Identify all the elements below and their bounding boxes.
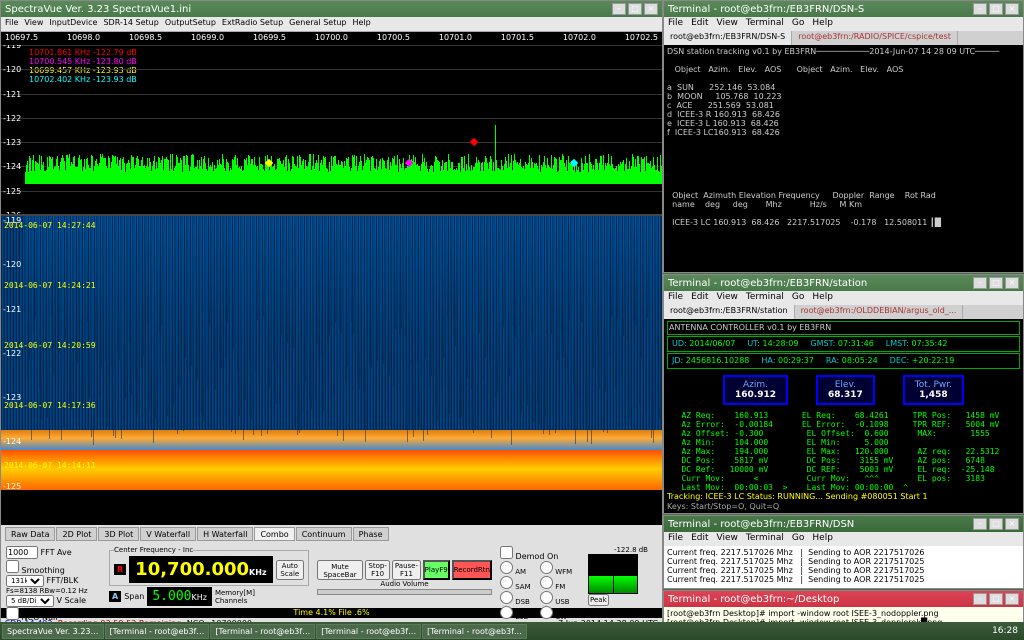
close-button[interactable]: × bbox=[1005, 518, 1019, 530]
view-tabs: Raw Data2D Plot3D PlotV WaterfallH Water… bbox=[1, 525, 662, 543]
taskbar-clock: 16:28 bbox=[988, 626, 1022, 636]
term2-titlebar[interactable]: Terminal - root@eb3frn:/EB3FRN/station–□… bbox=[664, 275, 1023, 291]
record-button[interactable]: RecordRtn bbox=[452, 560, 492, 580]
tab-continuum[interactable]: Continuum bbox=[296, 527, 352, 541]
close-button[interactable]: × bbox=[1005, 593, 1019, 605]
demod-checkbox[interactable] bbox=[500, 546, 513, 559]
maximize-button[interactable]: □ bbox=[989, 277, 1003, 289]
taskbar-button[interactable]: [Terminal - root@eb3f… bbox=[316, 624, 421, 639]
maximize-button[interactable]: □ bbox=[989, 518, 1003, 530]
smoothing-checkbox[interactable] bbox=[6, 560, 19, 573]
spectravue-menubar: File View InputDevice SDR-14 Setup OutputSet… bbox=[1, 17, 662, 32]
maximize-button[interactable]: □ bbox=[989, 593, 1003, 605]
term1-content[interactable]: DSN station tracking v0.1 by EB3FRN─────… bbox=[664, 45, 1023, 270]
vscale-select[interactable]: 5 dB/Div bbox=[6, 595, 54, 607]
tab-combo[interactable]: Combo bbox=[254, 527, 294, 541]
close-button[interactable]: × bbox=[1005, 3, 1019, 15]
minimize-button[interactable]: – bbox=[612, 3, 626, 15]
control-panel: FFT Ave Smoothing 131k FFT/BLK Fs=8138 R… bbox=[1, 543, 662, 608]
term4-titlebar[interactable]: Terminal - root@eb3frn:~/Desktop–□× bbox=[664, 591, 1023, 607]
antenna-terminal: Terminal - root@eb3frn:/EB3FRN/station–□… bbox=[663, 274, 1024, 514]
term1-menubar: FileEditViewTerminalGoHelp bbox=[664, 17, 1023, 31]
nco-null-checkbox[interactable] bbox=[6, 607, 19, 620]
tab-raw-data[interactable]: Raw Data bbox=[5, 527, 55, 541]
term2-tabs: root@eb3frn:/EB3FRN/stationroot@eb3frn:/… bbox=[664, 305, 1023, 319]
peak-button[interactable]: Peak bbox=[588, 594, 609, 606]
autoscale-button[interactable]: Auto Scale bbox=[276, 560, 304, 580]
menu-inputdevice[interactable]: InputDevice bbox=[49, 18, 97, 30]
menu-help[interactable]: Help bbox=[353, 18, 371, 30]
tab-h-waterfall[interactable]: H Waterfall bbox=[197, 527, 253, 541]
term1-titlebar[interactable]: Terminal - root@eb3frn:/EB3FRN/DSN-S–□× bbox=[664, 1, 1023, 17]
minimize-button[interactable]: – bbox=[973, 593, 987, 605]
menu-view[interactable]: View bbox=[24, 18, 43, 30]
dsn-tracking-terminal: Terminal - root@eb3frn:/EB3FRN/DSN-S–□× … bbox=[663, 0, 1024, 273]
frequency-axis: 10697.510698.010698.510699.010699.510700… bbox=[1, 32, 662, 45]
term2-menubar: FileEditViewTerminalGoHelp bbox=[664, 291, 1023, 305]
taskbar-button[interactable]: [Terminal - root@eb3f… bbox=[210, 624, 315, 639]
taskbar-button[interactable]: [Terminal - root@eb3f… bbox=[105, 624, 210, 639]
term3-content[interactable]: Current freq. 2217.517026 Mhz | Sending … bbox=[664, 546, 1023, 586]
volume-slider[interactable] bbox=[317, 589, 492, 595]
tab-phase[interactable]: Phase bbox=[353, 527, 389, 541]
spectrum-plot[interactable]: 10701.861 KHz -122.79 dB10700.545 KHz -1… bbox=[1, 45, 662, 215]
app-title: SpectraVue Ver. 3.23 SpectraVue1.ini bbox=[5, 4, 191, 15]
term3-titlebar[interactable]: Terminal - root@eb3frn:/EB3FRN/DSN–□× bbox=[664, 516, 1023, 532]
menu-extradio-setup[interactable]: ExtRadio Setup bbox=[222, 18, 283, 30]
level-meter bbox=[588, 554, 638, 594]
menu-general-setup[interactable]: General Setup bbox=[289, 18, 346, 30]
maximize-button[interactable]: □ bbox=[989, 3, 1003, 15]
close-button[interactable]: × bbox=[1005, 277, 1019, 289]
marker-info: 10701.861 KHz -122.79 dB10700.545 KHz -1… bbox=[29, 48, 137, 84]
maximize-button[interactable]: □ bbox=[628, 3, 642, 15]
close-button[interactable]: × bbox=[644, 3, 658, 15]
minimize-button[interactable]: – bbox=[973, 3, 987, 15]
stop-button[interactable]: Stop-F10 bbox=[365, 560, 390, 580]
mute-button[interactable]: Mute SpaceBar bbox=[317, 560, 363, 580]
tab-3d-plot[interactable]: 3D Plot bbox=[98, 527, 139, 541]
waterfall-plot[interactable]: 2014-06-07 14:27:442014-06-07 14:24:2120… bbox=[1, 215, 662, 525]
menu-file[interactable]: File bbox=[5, 18, 18, 30]
desktop-terminal: Terminal - root@eb3frn:~/Desktop–□× [roo… bbox=[663, 590, 1024, 622]
center-freq-display[interactable]: 10,700.000KHz bbox=[129, 556, 272, 583]
term3-menubar: FileEditViewTerminalGoHelp bbox=[664, 532, 1023, 546]
fft-blk-select[interactable]: 131k bbox=[6, 575, 44, 587]
taskbar-button[interactable]: [Terminal - root@eb3f… bbox=[422, 624, 527, 639]
tab-2d-plot[interactable]: 2D Plot bbox=[56, 527, 97, 541]
taskbar: SpectraVue Ver. 3.23…[Terminal - root@eb… bbox=[0, 622, 1024, 640]
fft-ave-input[interactable] bbox=[6, 546, 38, 559]
pause-button[interactable]: Pause-F11 bbox=[392, 560, 420, 580]
spectravue-titlebar[interactable]: SpectraVue Ver. 3.23 SpectraVue1.ini – □… bbox=[1, 1, 662, 17]
spectravue-window: SpectraVue Ver. 3.23 SpectraVue1.ini – □… bbox=[0, 0, 663, 622]
menu-outputsetup[interactable]: OutputSetup bbox=[165, 18, 216, 30]
minimize-button[interactable]: – bbox=[973, 277, 987, 289]
menu-sdr-14-setup[interactable]: SDR-14 Setup bbox=[103, 18, 158, 30]
freq-terminal: Terminal - root@eb3frn:/EB3FRN/DSN–□× Fi… bbox=[663, 515, 1024, 589]
minimize-button[interactable]: – bbox=[973, 518, 987, 530]
term2-content[interactable]: ANTENNA CONTROLLER v0.1 by EB3FRN UD: 20… bbox=[664, 319, 1023, 514]
tab-v-waterfall[interactable]: V Waterfall bbox=[140, 527, 196, 541]
term1-tabs: root@eb3frn:/EB3FRN/DSN-Sroot@eb3frn:/RA… bbox=[664, 31, 1023, 45]
noise-trace bbox=[25, 144, 662, 184]
play-button[interactable]: PlayF9 bbox=[423, 560, 450, 580]
taskbar-button[interactable]: SpectraVue Ver. 3.23… bbox=[2, 624, 104, 639]
